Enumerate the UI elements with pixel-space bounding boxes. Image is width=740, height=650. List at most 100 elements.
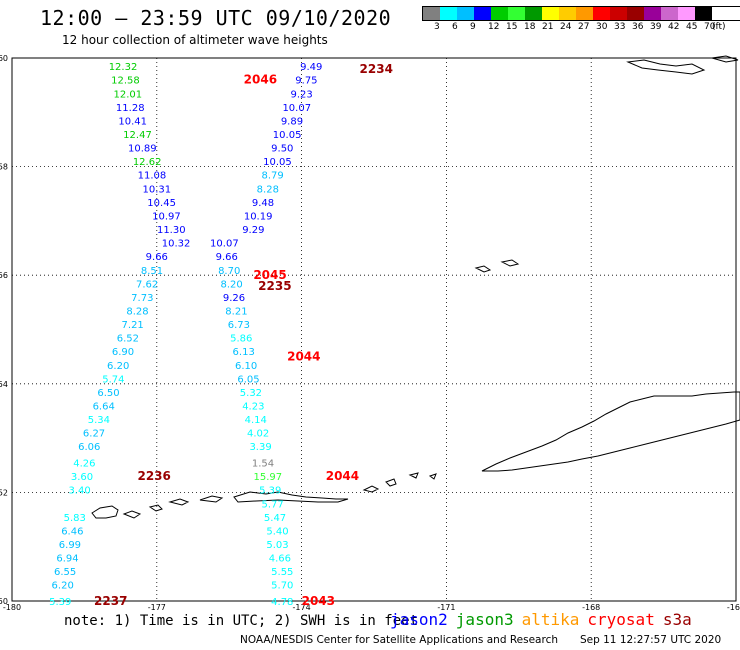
lat-tick-label: 50 — [0, 597, 8, 606]
lat-tick-label: 56 — [0, 271, 8, 280]
wave-height-value: 6.27 — [83, 429, 105, 440]
wave-height-value: 5.32 — [240, 388, 262, 399]
satellite-key-jason3: jason3 — [455, 610, 514, 629]
wave-height-value: 8.28 — [126, 306, 148, 317]
wave-height-value: 5.77 — [262, 499, 284, 510]
legend-label: 6 — [452, 22, 458, 32]
wave-height-value: 10.32 — [162, 239, 191, 250]
wave-height-value: 12.32 — [109, 62, 138, 73]
wave-height-value: 6.06 — [78, 442, 100, 453]
lat-lon-grid: 60 58 56 54 52 50-180 -177 -174 -171 -168 -165 — [0, 54, 740, 612]
wave-height-value: 6.64 — [93, 402, 115, 413]
wave-height-value: 15.97 — [253, 472, 282, 483]
wave-height-value: 6.20 — [52, 581, 74, 592]
wave-height-value: 12.62 — [133, 157, 162, 168]
wave-height-value: 9.66 — [216, 252, 238, 263]
legend-label: 33 — [614, 22, 626, 32]
wave-height-value: 7.73 — [131, 293, 153, 304]
wave-height-value: 10.05 — [263, 157, 292, 168]
pass-time-label: 2236 — [137, 469, 170, 483]
wave-height-value: 5.39 — [259, 486, 281, 497]
wave-height-value: 6.20 — [107, 361, 129, 372]
legend-label: 18 — [524, 22, 536, 32]
satellite-key-jason2: jason2 — [390, 610, 448, 629]
wave-height-value: 6.99 — [59, 540, 81, 551]
lat-tick-label: 58 — [0, 163, 8, 172]
wave-height-value: 5.40 — [266, 526, 288, 537]
legend-swatch — [695, 7, 712, 20]
wave-height-value: 9.50 — [271, 144, 293, 155]
wave-height-value: 6.90 — [112, 347, 134, 358]
lat-tick-label: 60 — [0, 54, 8, 63]
wave-height-value: 1.54 — [252, 459, 274, 470]
wave-height-value: 11.30 — [157, 225, 186, 236]
pass-time-label: 2045 — [253, 268, 286, 282]
legend-label: 21 — [542, 22, 554, 32]
wave-height-value: 7.62 — [136, 279, 158, 290]
legend-swatch — [644, 7, 661, 20]
lon-tick-label: -174 — [293, 603, 311, 612]
lat-tick-label: 52 — [0, 488, 8, 497]
wave-height-value: 6.73 — [228, 320, 250, 331]
lon-tick-label: -180 — [3, 603, 21, 612]
legend-swatch — [610, 7, 627, 20]
wave-height-value: 8.21 — [225, 306, 247, 317]
map-frame — [11, 57, 737, 602]
wave-height-value: 5.47 — [264, 513, 286, 524]
legend-swatch — [576, 7, 593, 20]
wave-height-value: 4.78 — [271, 597, 293, 608]
wave-height-value: 9.66 — [146, 252, 168, 263]
wave-height-value: 6.10 — [235, 361, 257, 372]
wave-height-value: 6.05 — [237, 374, 259, 385]
legend-swatch — [474, 7, 491, 20]
wave-height-value: 5.39 — [49, 597, 71, 608]
wave-height-value: 8.70 — [218, 266, 240, 277]
page-subtitle: 12 hour collection of altimeter wave hei… — [62, 33, 328, 47]
lon-tick-label: -177 — [148, 603, 166, 612]
pass-time-label: 2234 — [360, 62, 393, 76]
legend-labels: 3 6 9 12 15 18 21 24 27 30 33 36 39 42 45 70 (ft) — [422, 21, 740, 33]
wave-height-value: 11.08 — [138, 171, 167, 182]
wave-height-value: 4.02 — [247, 429, 269, 440]
pass-time-label: 2044 — [326, 469, 359, 483]
wave-height-value: 12.47 — [123, 130, 152, 141]
pass-time-label: 2046 — [244, 73, 277, 87]
legend-label: 39 — [650, 22, 662, 32]
generation-timestamp: Sep 11 12:27:57 UTC 2020 — [580, 634, 722, 646]
wave-height-value: 6.52 — [117, 334, 139, 345]
legend-swatch — [661, 7, 678, 20]
pass-time-label: 2043 — [302, 594, 335, 608]
legend-label: 24 — [560, 22, 572, 32]
wave-height-value: 9.48 — [252, 198, 274, 209]
wave-height-value: 12.58 — [111, 76, 140, 87]
wave-height-value: 3.40 — [68, 486, 90, 497]
wave-height-value: 9.26 — [223, 293, 245, 304]
legend-label: 36 — [632, 22, 644, 32]
footnote: note: 1) Time is in UTC; 2) SWH is in fe… — [64, 613, 419, 629]
legend-label: 27 — [578, 22, 590, 32]
color-legend: 3 6 9 12 15 18 21 24 27 30 33 36 39 42 45 70 (ft) — [422, 6, 740, 33]
legend-label: 45 — [686, 22, 698, 32]
wave-height-value: 4.14 — [245, 415, 267, 426]
wave-height-value: 4.23 — [242, 402, 264, 413]
legend-swatch — [457, 7, 474, 20]
map-border — [11, 57, 737, 602]
wave-height-value: 11.28 — [116, 103, 145, 114]
wave-height-value: 9.89 — [281, 116, 303, 127]
wave-height-value: 4.66 — [269, 554, 291, 565]
wave-height-value: 6.13 — [233, 347, 255, 358]
wave-height-value: 9.23 — [290, 89, 312, 100]
pass-time-label: 2044 — [287, 350, 320, 364]
legend-label: 9 — [470, 22, 476, 32]
wave-height-value: 10.07 — [210, 239, 239, 250]
wave-height-value: 5.34 — [88, 415, 110, 426]
satellite-key-s3a: s3a — [662, 610, 692, 629]
lon-tick-label: -168 — [582, 603, 600, 612]
legend-label: 12 — [488, 22, 500, 32]
wave-height-value: 3.39 — [249, 442, 271, 453]
wave-height-value: 6.50 — [97, 388, 119, 399]
wave-height-value: 12.01 — [114, 89, 143, 100]
satellite-key-altika: altika — [521, 610, 580, 629]
wave-height-value: 5.55 — [271, 567, 293, 578]
lat-tick-label: 54 — [0, 380, 8, 389]
